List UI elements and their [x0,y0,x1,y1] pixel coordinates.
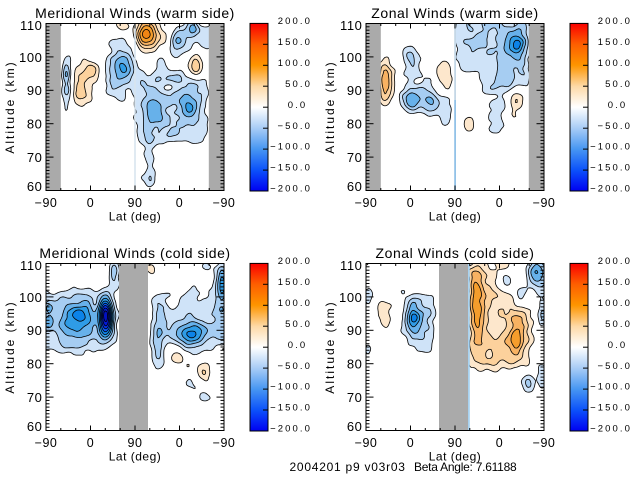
svg-text:70: 70 [347,150,363,165]
svg-text:70: 70 [27,390,43,405]
svg-text:50.0: 50.0 [285,319,312,330]
svg-text:100: 100 [339,50,363,65]
svg-text:0: 0 [176,196,183,210]
svg-text:−90: −90 [533,196,556,210]
svg-text:100.0: 100.0 [598,58,632,69]
svg-text:0.0: 0.0 [288,340,308,351]
svg-text:Beta Angle: 7.61188: Beta Angle: 7.61188 [414,460,517,474]
svg-text:50.0: 50.0 [605,79,632,90]
svg-text:−150.0: −150.0 [270,403,312,414]
svg-text:60: 60 [27,419,43,434]
svg-text:Altitude (km): Altitude (km) [323,60,337,153]
svg-text:110: 110 [340,258,363,273]
svg-text:90: 90 [347,323,363,338]
svg-text:80: 80 [347,357,363,372]
svg-text:Lat (deg): Lat (deg) [429,449,482,463]
svg-text:200.0: 200.0 [598,256,632,267]
svg-text:−200.0: −200.0 [590,184,632,195]
svg-text:−50.0: −50.0 [597,361,632,372]
svg-text:100: 100 [19,50,43,65]
svg-text:0: 0 [87,436,94,450]
svg-text:Meridional Winds (cold side): Meridional Winds (cold side) [39,245,230,261]
svg-text:Altitude (km): Altitude (km) [323,300,337,393]
svg-text:0: 0 [176,436,183,450]
svg-text:Lat (deg): Lat (deg) [109,209,162,223]
svg-text:90: 90 [448,436,463,450]
svg-text:100.0: 100.0 [278,298,312,309]
svg-text:Lat (deg): Lat (deg) [429,209,482,223]
svg-text:50.0: 50.0 [285,79,312,90]
svg-text:80: 80 [347,117,363,132]
svg-text:100: 100 [339,290,363,305]
svg-text:80: 80 [27,357,43,372]
svg-text:90: 90 [448,196,463,210]
svg-text:0: 0 [87,196,94,210]
svg-text:−200.0: −200.0 [590,424,632,435]
svg-text:60: 60 [347,419,363,434]
svg-text:60: 60 [347,179,363,194]
svg-text:−100.0: −100.0 [590,142,632,153]
svg-text:0.0: 0.0 [608,340,628,351]
svg-text:100: 100 [19,290,43,305]
svg-text:−50.0: −50.0 [277,121,312,132]
svg-text:Lat (deg): Lat (deg) [109,449,162,463]
svg-text:60: 60 [27,179,43,194]
svg-text:0: 0 [496,436,503,450]
svg-text:Altitude (km): Altitude (km) [3,60,17,153]
svg-text:−90: −90 [213,436,236,450]
svg-text:−90: −90 [355,196,378,210]
svg-text:−90: −90 [35,196,58,210]
svg-text:−90: −90 [533,436,556,450]
svg-text:100.0: 100.0 [278,58,312,69]
svg-text:Zonal Winds (cold side): Zonal Winds (cold side) [376,245,535,261]
svg-text:90: 90 [347,83,363,98]
svg-text:Meridional Winds (warm side): Meridional Winds (warm side) [35,5,235,21]
svg-text:−50.0: −50.0 [277,361,312,372]
svg-text:−90: −90 [213,196,236,210]
svg-text:Zonal Winds (warm side): Zonal Winds (warm side) [371,5,538,21]
svg-text:150.0: 150.0 [598,37,632,48]
svg-text:50.0: 50.0 [605,319,632,330]
svg-text:110: 110 [340,18,363,33]
svg-text:0: 0 [496,196,503,210]
svg-text:110: 110 [20,258,43,273]
svg-text:−150.0: −150.0 [590,403,632,414]
svg-text:−100.0: −100.0 [590,382,632,393]
svg-text:−100.0: −100.0 [270,382,312,393]
svg-text:−50.0: −50.0 [597,121,632,132]
svg-text:−150.0: −150.0 [270,163,312,174]
svg-text:100.0: 100.0 [598,298,632,309]
svg-text:Altitude (km): Altitude (km) [3,300,17,393]
svg-text:−200.0: −200.0 [270,424,312,435]
svg-text:90: 90 [128,196,143,210]
svg-text:0.0: 0.0 [288,100,308,111]
svg-text:110: 110 [20,18,43,33]
svg-text:70: 70 [27,150,43,165]
svg-text:200.0: 200.0 [278,256,312,267]
svg-text:90: 90 [128,436,143,450]
svg-text:0: 0 [407,436,414,450]
svg-text:−90: −90 [355,436,378,450]
svg-text:−100.0: −100.0 [270,142,312,153]
svg-text:−150.0: −150.0 [590,163,632,174]
svg-text:2004201 p9 v03r03: 2004201 p9 v03r03 [290,460,406,474]
svg-text:200.0: 200.0 [278,16,312,27]
svg-text:0: 0 [407,196,414,210]
svg-text:90: 90 [27,83,43,98]
svg-text:−90: −90 [35,436,58,450]
svg-text:−200.0: −200.0 [270,184,312,195]
svg-text:90: 90 [27,323,43,338]
svg-text:70: 70 [347,390,363,405]
svg-text:150.0: 150.0 [278,37,312,48]
svg-text:150.0: 150.0 [278,277,312,288]
svg-text:200.0: 200.0 [598,16,632,27]
svg-text:80: 80 [27,117,43,132]
svg-text:150.0: 150.0 [598,277,632,288]
svg-text:0.0: 0.0 [608,100,628,111]
